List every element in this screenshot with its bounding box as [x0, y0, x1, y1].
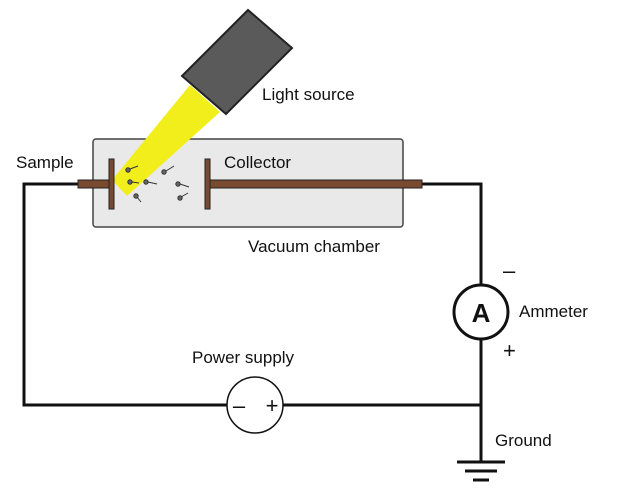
electron	[125, 165, 139, 173]
vacuum-chamber-label: Vacuum chamber	[248, 237, 380, 256]
sample-wire	[22, 182, 228, 407]
electron	[133, 193, 142, 203]
ammeter-letter: A	[472, 298, 491, 328]
sample-label: Sample	[16, 153, 74, 172]
ammeter: A	[452, 283, 510, 341]
ground-label: Ground	[495, 431, 552, 450]
electron	[127, 179, 140, 185]
ammeter-positive-sign: +	[503, 338, 516, 363]
ammeter-negative-sign: –	[503, 258, 516, 283]
electron	[143, 179, 158, 185]
collector-wire	[420, 182, 483, 285]
ground-symbol	[457, 460, 505, 482]
light-beam	[112, 85, 220, 196]
circuit-wires	[22, 182, 483, 462]
power-supply-label: Power supply	[192, 348, 295, 367]
collector-plate	[204, 158, 211, 210]
electron	[175, 181, 190, 188]
photoelectrons	[125, 165, 190, 203]
electron	[161, 165, 175, 175]
collector-rod	[209, 179, 423, 189]
power-supply: – +	[226, 376, 284, 434]
collector-label: Collector	[224, 153, 291, 172]
electron	[177, 192, 189, 201]
light-source-lamp	[180, 8, 294, 116]
light-source-label: Light source	[262, 85, 355, 104]
supply-negative-sign: –	[233, 393, 246, 418]
supply-positive-sign: +	[266, 393, 279, 418]
sample-plate	[108, 158, 115, 210]
sample-rod	[77, 179, 111, 189]
ammeter-label: Ammeter	[519, 302, 588, 321]
